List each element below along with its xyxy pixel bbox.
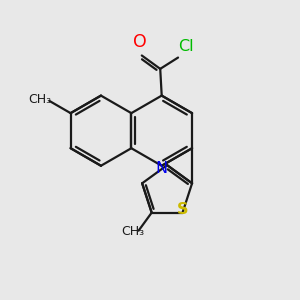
Text: CH₃: CH₃ bbox=[121, 225, 144, 239]
Text: O: O bbox=[134, 33, 147, 51]
Text: S: S bbox=[177, 202, 188, 217]
Text: CH₃: CH₃ bbox=[28, 93, 51, 106]
Text: N: N bbox=[156, 160, 168, 175]
Text: Cl: Cl bbox=[178, 39, 194, 54]
